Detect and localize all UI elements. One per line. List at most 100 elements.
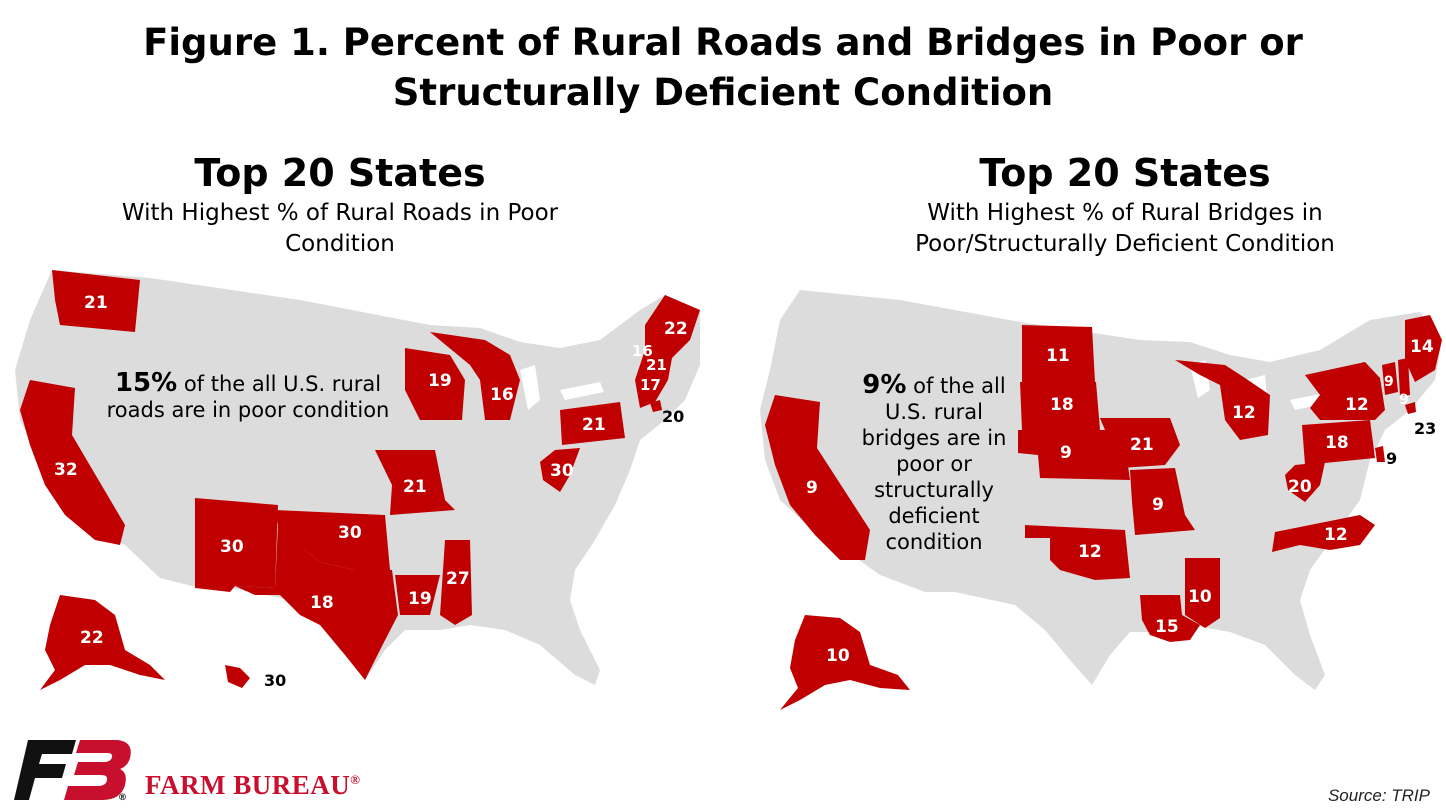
state-nh (1398, 358, 1410, 396)
roads-panel-header: Top 20 States With Highest % of Rural Ro… (60, 150, 620, 260)
state-ok (1025, 525, 1130, 580)
state-ne (1018, 430, 1130, 480)
bridges-state-labels: 9 10 11 18 9 21 9 12 15 10 12 12 18 20 1… (806, 337, 1434, 666)
label-ar: 19 (408, 589, 432, 609)
label-nd: 11 (1046, 346, 1070, 366)
label-la: 15 (1155, 617, 1179, 637)
bridges-subtitle: With Highest % of Rural Bridges in Poor/… (830, 198, 1420, 260)
state-vt (1382, 362, 1398, 395)
roads-state-labels: 21 32 22 30 30 18 19 27 21 19 16 21 30 1… (54, 293, 688, 648)
bridges-heading: Top 20 States (979, 151, 1271, 195)
state-me (1405, 315, 1442, 382)
roads-subtitle-line-1: With Highest % of Rural Roads in Poor (121, 200, 559, 226)
roads-note-line-2: roads are in poor condition (106, 398, 390, 422)
brand-name: FARM BUREAU (145, 770, 351, 800)
us-base-shape (760, 290, 1442, 690)
state-mo (1130, 468, 1195, 535)
bridges-subtitle-line-1: With Highest % of Rural Bridges in (927, 200, 1323, 226)
label-pa: 18 (1325, 433, 1349, 453)
label-ia: 21 (1130, 435, 1154, 455)
label-ca: 9 (806, 478, 818, 498)
label-vt: 16 (632, 342, 653, 360)
label-ak: 10 (826, 646, 850, 666)
state-tx (235, 525, 398, 680)
label-me: 22 (664, 319, 688, 339)
state-mi (1175, 360, 1270, 440)
bridges-note: 9% of the all U.S. rural bridges are in … (852, 372, 1016, 555)
label-ma: 17 (640, 376, 661, 394)
label-wv: 30 (550, 461, 574, 481)
label-ak: 22 (80, 628, 104, 648)
bridges-map: 9 10 11 18 9 21 9 12 15 10 12 12 18 20 1… (760, 290, 1442, 710)
bridges-note-line-7: condition (885, 530, 983, 554)
label-ok: 12 (1078, 542, 1102, 562)
state-nd (1022, 325, 1095, 382)
label-hi: 30 (264, 671, 286, 690)
label-ms: 27 (446, 569, 470, 589)
bridges-note-line-6: deficient (888, 504, 980, 528)
label-ne: 9 (1060, 443, 1072, 463)
roads-note-line-1: of the all U.S. rural (177, 372, 382, 396)
state-hi (225, 665, 250, 688)
bridges-outside-labels: 23 9 (1386, 419, 1436, 468)
label-nc: 12 (1324, 525, 1348, 545)
label-wa: 21 (84, 293, 108, 313)
state-wa (52, 270, 140, 332)
state-ak (780, 615, 910, 710)
source-note: Source: TRIP (1327, 786, 1430, 805)
state-ny (1305, 362, 1385, 420)
state-ms (440, 540, 472, 625)
bridges-note-line-2: U.S. rural (884, 400, 983, 424)
label-vt: 9 (1384, 374, 1394, 390)
state-pa (560, 402, 625, 445)
label-mi: 16 (490, 385, 514, 405)
brand-registered-mark: ® (350, 772, 361, 787)
figure-title: Figure 1. Percent of Rural Roads and Bri… (0, 18, 1446, 118)
roads-heading: Top 20 States (194, 151, 486, 195)
figure-title-line-1: Figure 1. Percent of Rural Roads and Bri… (143, 21, 1303, 64)
state-ca (765, 395, 870, 560)
state-la (1140, 595, 1200, 642)
label-wv: 20 (1288, 477, 1312, 497)
state-ne-cluster (635, 295, 700, 408)
roads-note: 15% of the all U.S. rural roads are in p… (78, 370, 418, 423)
state-sd (1020, 382, 1100, 430)
state-de (1375, 446, 1385, 462)
bridges-note-line-3: bridges are in (861, 426, 1007, 450)
bridges-note-line-4: poor or (896, 452, 972, 476)
label-sd: 18 (1050, 395, 1074, 415)
figure-title-line-2: Structurally Deficient Condition (392, 71, 1054, 114)
state-ar (395, 575, 440, 615)
farm-bureau-wordmark: FARM BUREAU® (145, 770, 360, 801)
state-wv (540, 448, 580, 492)
state-wi (405, 348, 465, 420)
state-ri (650, 400, 662, 412)
state-ms (1185, 558, 1220, 628)
logo-registered-mark: ® (118, 793, 127, 802)
state-mi (430, 332, 520, 420)
roads-map: 21 32 22 30 30 18 19 27 21 19 16 21 30 1… (15, 270, 700, 690)
highlighted-states (765, 315, 1442, 710)
state-wv (1285, 462, 1325, 502)
label-tx: 18 (310, 593, 334, 613)
label-wi: 19 (428, 371, 452, 391)
bridges-note-value: 9% (862, 370, 907, 400)
highlighted-states (20, 270, 700, 690)
label-ca: 32 (54, 460, 78, 480)
farm-bureau-logo-icon: ® (14, 740, 131, 802)
bridges-note-line-5: structurally (874, 478, 994, 502)
state-ia (1100, 418, 1180, 468)
state-pa (1302, 420, 1375, 465)
label-mi: 12 (1232, 403, 1256, 423)
bridges-subtitle-line-2: Poor/Structurally Deficient Condition (915, 231, 1335, 257)
label-ri: 20 (662, 407, 684, 426)
label-ri: 23 (1414, 419, 1436, 438)
state-nm (195, 498, 278, 592)
roads-outside-labels: 30 20 (264, 407, 684, 690)
label-ms: 10 (1188, 587, 1212, 607)
label-nh: 9 (1399, 392, 1409, 408)
state-ri (1405, 402, 1416, 414)
label-ny: 12 (1345, 395, 1369, 415)
label-me: 14 (1410, 337, 1434, 357)
roads-subtitle-line-2: Condition (285, 231, 395, 257)
